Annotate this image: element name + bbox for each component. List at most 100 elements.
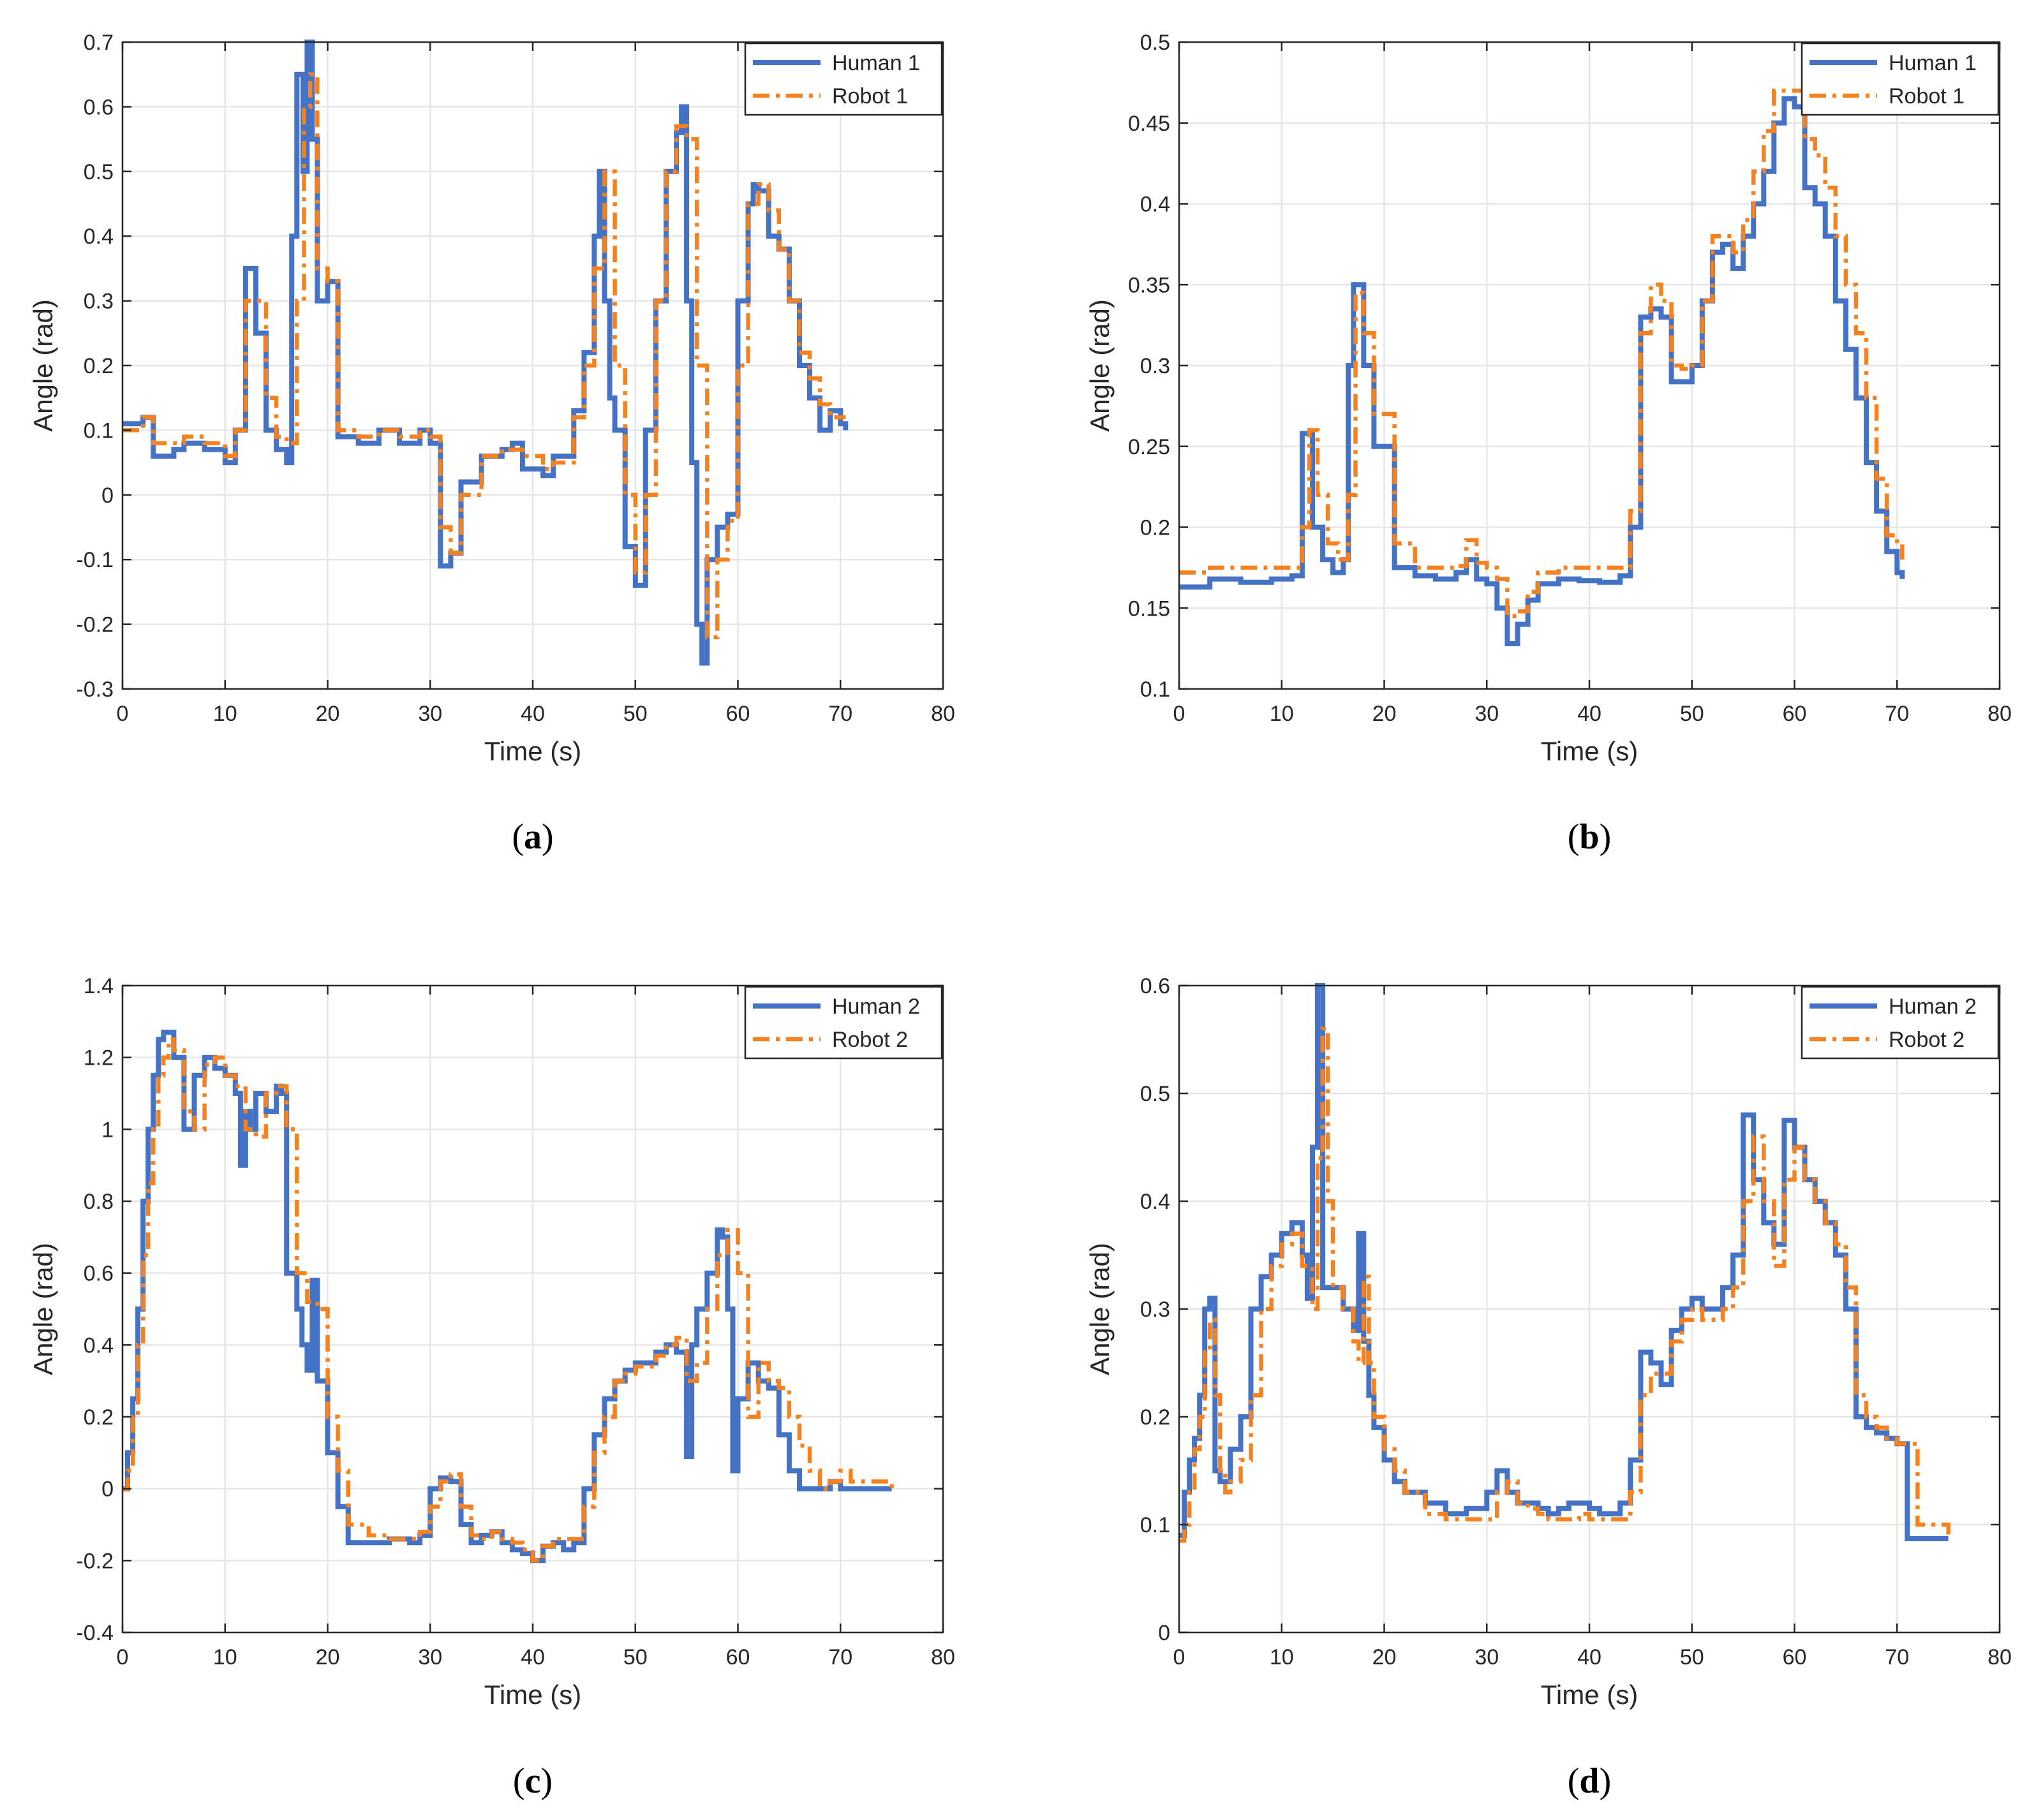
x-tick-label: 70 <box>828 1645 852 1669</box>
x-tick-label: 80 <box>931 702 955 726</box>
legend-box <box>1801 42 2000 116</box>
y-tick-label: 0.2 <box>84 1405 114 1430</box>
legend-box <box>1801 986 2000 1060</box>
x-tick-label: 40 <box>1577 1645 1601 1669</box>
x-tick-label: 60 <box>1783 1645 1807 1669</box>
y-tick-label: -0.2 <box>76 1549 114 1573</box>
legend-entry-label: Robot 2 <box>1889 1028 1965 1052</box>
caption-paren-close: ) <box>1600 817 1612 857</box>
y-tick-label: 0.25 <box>1128 435 1170 459</box>
x-tick-label: 70 <box>828 702 852 726</box>
x-tick-label: 0 <box>117 1645 129 1669</box>
x-tick-label: 20 <box>1372 1645 1397 1669</box>
x-tick-label: 10 <box>1270 1645 1294 1669</box>
x-tick-label: 40 <box>521 702 545 726</box>
y-tick-label: -0.1 <box>76 548 114 572</box>
legend: Human 1 Robot 1 <box>744 42 943 116</box>
y-tick-label: 0 <box>1158 1621 1170 1645</box>
series-line-robot-1 <box>1179 88 1905 619</box>
caption-letter: a <box>524 817 542 857</box>
x-axis-label: Time (s) <box>484 736 581 766</box>
legend-box <box>744 42 943 116</box>
caption-letter: d <box>1579 1761 1599 1801</box>
x-tick-label: 20 <box>1372 702 1397 726</box>
y-tick-label: 0.1 <box>84 418 114 443</box>
y-tick-label: 0 <box>101 1477 114 1502</box>
x-axis-label: Time (s) <box>484 1680 581 1710</box>
x-tick-label: 10 <box>1270 702 1294 726</box>
y-tick-label: 0.1 <box>1140 677 1170 702</box>
y-tick-label: -0.3 <box>76 677 114 702</box>
x-tick-label: 30 <box>418 702 442 726</box>
x-tick-label: 60 <box>726 1645 750 1669</box>
x-tick-label: 0 <box>117 702 129 726</box>
x-tick-label: 50 <box>1680 702 1704 726</box>
y-tick-label: 0.2 <box>1140 1405 1170 1430</box>
x-axis-label: Time (s) <box>1541 1680 1638 1710</box>
y-tick-label: 1 <box>101 1118 114 1142</box>
y-tick-label: 0.2 <box>1140 516 1170 540</box>
y-tick-label: 0 <box>101 484 114 508</box>
chart-panel-a: 0 10 20 30 40 50 60 70 80 -0.3 -0.2 -0.1 0 0.1 0.2 0.3 0… <box>28 31 955 857</box>
x-tick-label: 50 <box>623 1645 648 1669</box>
x-tick-label: 10 <box>213 702 237 726</box>
x-tick-label: 0 <box>1173 702 1185 726</box>
y-tick-label: -0.2 <box>76 613 114 637</box>
panel-caption: (d) <box>1568 1761 1611 1801</box>
x-tick-label: 70 <box>1885 702 1909 726</box>
legend-entry-label: Human 1 <box>832 51 920 75</box>
y-tick-label: 0.4 <box>1140 1190 1170 1214</box>
caption-paren-close: ) <box>542 817 554 857</box>
panel-caption: (a) <box>512 817 553 857</box>
x-tick-label: 60 <box>726 702 750 726</box>
y-tick-label: 0.15 <box>1128 596 1170 621</box>
legend-box <box>744 986 943 1060</box>
y-tick-label: 0.8 <box>84 1190 114 1214</box>
y-tick-label: 0.5 <box>1140 31 1170 55</box>
x-tick-label: 40 <box>521 1645 545 1669</box>
y-tick-label: 0.1 <box>1140 1513 1170 1537</box>
x-axis-label: Time (s) <box>1541 736 1638 766</box>
y-tick-label: 0.6 <box>84 95 114 119</box>
caption-letter: c <box>525 1761 541 1801</box>
legend: Human 1 Robot 1 <box>1801 42 2000 116</box>
legend-entry-label: Robot 1 <box>1889 84 1965 108</box>
y-tick-label: 1.2 <box>84 1046 114 1070</box>
caption-paren-open: ( <box>1568 817 1580 857</box>
y-tick-label: 0.6 <box>84 1262 114 1286</box>
x-tick-label: 0 <box>1173 1645 1185 1669</box>
y-tick-label: 0.4 <box>1140 193 1170 217</box>
series-line-human-2 <box>123 1030 892 1564</box>
y-axis-label: Angle (rad) <box>1085 1243 1115 1375</box>
y-axis-label: Angle (rad) <box>28 299 58 432</box>
y-tick-label: 0.4 <box>84 225 114 249</box>
y-tick-label: 1.4 <box>84 974 114 998</box>
y-tick-label: 0.4 <box>84 1333 114 1358</box>
y-tick-label: 0.45 <box>1128 112 1170 136</box>
x-tick-label: 70 <box>1885 1645 1909 1669</box>
y-axis-label: Angle (rad) <box>28 1243 58 1375</box>
caption-paren-open: ( <box>512 817 524 857</box>
x-tick-label: 30 <box>1475 1645 1499 1669</box>
x-tick-label: 30 <box>418 1645 442 1669</box>
caption-paren-open: ( <box>1568 1761 1580 1801</box>
y-tick-label: 0.5 <box>1140 1082 1170 1106</box>
y-tick-label: 0.6 <box>1140 974 1170 998</box>
panel-caption: (c) <box>513 1761 553 1801</box>
x-tick-label: 20 <box>316 1645 340 1669</box>
x-tick-label: 50 <box>1680 1645 1704 1669</box>
y-tick-label: 0.2 <box>84 354 114 378</box>
y-tick-label: 0.5 <box>84 160 114 184</box>
x-tick-label: 60 <box>1783 702 1807 726</box>
x-tick-label: 10 <box>213 1645 237 1669</box>
caption-paren-open: ( <box>513 1761 525 1801</box>
y-tick-label: -0.4 <box>76 1621 114 1645</box>
legend: Human 2 Robot 2 <box>744 986 943 1060</box>
chart-panel-c: 0 10 20 30 40 50 60 70 80 -0.4 -0.2 0 0.2 0.4 0.6 0.8 1 1… <box>28 974 955 1801</box>
series-line-robot-1 <box>123 72 846 640</box>
caption-letter: b <box>1579 817 1599 857</box>
panel-caption: (b) <box>1568 817 1611 857</box>
legend-entry-label: Human 1 <box>1889 51 1977 75</box>
chart-panel-b: 0 10 20 30 40 50 60 70 80 0.1 0.15 0.2 0.25 0.3 0.35 0.… <box>1085 31 2012 857</box>
y-tick-label: 0.3 <box>1140 1298 1170 1322</box>
